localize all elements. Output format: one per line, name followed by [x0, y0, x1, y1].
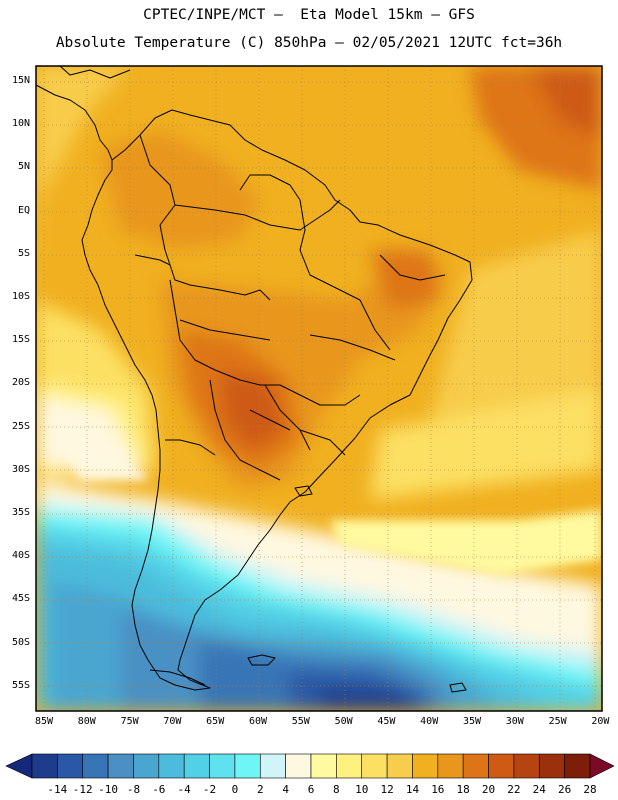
colorbar-tick-label: -2 [202, 783, 217, 796]
colorbar-tick-label: 18 [456, 783, 470, 796]
longitude-label: 40W [420, 716, 439, 727]
colorbar-tick-label: 24 [532, 783, 546, 796]
plot-frame [35, 65, 603, 712]
colorbar-swatch [538, 753, 565, 779]
colorbar-swatch [133, 753, 160, 779]
colorbar-tick-label: 28 [583, 783, 597, 796]
colorbar-tick-label: 12 [380, 783, 394, 796]
latitude-label: 40S [11, 550, 30, 562]
map-title-line2: Absolute Temperature (C) 850hPa – 02/05/… [55, 35, 563, 51]
longitude-label: 60W [248, 716, 268, 727]
colorbar-swatch [386, 753, 413, 779]
colorbar-swatch [234, 753, 261, 779]
coastlines [36, 66, 473, 693]
colorbar-tick-label: 14 [405, 783, 420, 796]
colorbar-swatch [209, 753, 236, 779]
colorbar-tick-label: -8 [126, 783, 141, 796]
latitude-label: 35S [11, 507, 30, 518]
latitude-label: 55S [11, 679, 30, 691]
colorbar-swatch [82, 753, 109, 779]
colorbar-tick-label: 26 [558, 783, 572, 796]
longitude-label: 80W [77, 716, 96, 727]
colorbar-swatch [462, 753, 489, 779]
temperature-field [36, 66, 602, 711]
latitude-label: 30S [11, 463, 30, 475]
colorbar-swatch [107, 753, 134, 779]
longitude-label: 75W [120, 716, 139, 727]
longitude-label: 65W [206, 716, 225, 727]
colorbar-swatch [31, 753, 58, 779]
colorbar-low-arrow [5, 753, 33, 779]
colorbar-tick-label: -6 [152, 783, 166, 796]
colorbar-tick-label: 8 [333, 783, 340, 796]
colorbar-swatch [57, 753, 84, 779]
colorbar-tick-label: -12 [72, 783, 93, 796]
longitude-label: 85W [34, 716, 54, 727]
latitude-label: 25S [11, 420, 30, 432]
colorbar-swatch [285, 753, 312, 779]
latitude-label: 10S [11, 291, 30, 302]
colorbar-high-arrow [589, 753, 615, 779]
colorbar-tick-label: 0 [231, 783, 239, 796]
colorbar-tick-label: -10 [98, 783, 119, 796]
map-title-line1: CPTEC/INPE/MCT – Eta Model 15km – GFS [143, 7, 475, 23]
latitude-label: 5S [17, 247, 30, 259]
longitude-label: 20W [591, 716, 610, 727]
colorbar-tick-label: 20 [481, 783, 496, 796]
colorbar-tick-label: 22 [507, 783, 521, 796]
longitude-label: 50W [334, 716, 353, 727]
colorbar-tick-label: 4 [282, 783, 289, 796]
longitude-label: 45W [377, 716, 396, 727]
colorbar-swatch [412, 753, 439, 779]
latitude-label: 10N [11, 118, 30, 130]
colorbar-swatch [310, 753, 337, 779]
colorbar-tick-label: 10 [355, 783, 369, 796]
latitude-label: EQ [17, 204, 30, 216]
colorbar-tick-label: 16 [431, 783, 445, 796]
colorbar-tick-label: -4 [177, 783, 191, 796]
colorbar-tick-label: -14 [47, 783, 68, 796]
latitude-label: 15S [11, 334, 30, 346]
longitude-label: 70W [163, 716, 182, 727]
latitude-label: 50S [11, 636, 30, 648]
colorbar [5, 753, 615, 779]
longitude-label: 35W [462, 716, 482, 727]
longitude-label: 55W [291, 716, 310, 727]
latitude-label: 5N [17, 161, 30, 173]
longitude-label: 25W [548, 716, 567, 727]
latitude-label: 15N [11, 75, 30, 86]
colorbar-swatch [361, 753, 388, 779]
latitude-label: 45S [11, 593, 30, 605]
colorbar-swatch [513, 753, 540, 779]
colorbar-swatch [437, 753, 464, 779]
colorbar-swatch [336, 753, 363, 779]
longitude-label: 30W [505, 716, 524, 727]
colorbar-swatch [564, 753, 591, 779]
latitude-label: 20S [11, 377, 30, 389]
colorbar-swatch [158, 753, 185, 779]
colorbar-swatch [488, 753, 515, 779]
colorbar-tick-label: 2 [256, 783, 264, 796]
colorbar-swatch [183, 753, 210, 779]
colorbar-tick-label: 6 [307, 783, 315, 796]
colorbar-swatch [259, 753, 286, 779]
